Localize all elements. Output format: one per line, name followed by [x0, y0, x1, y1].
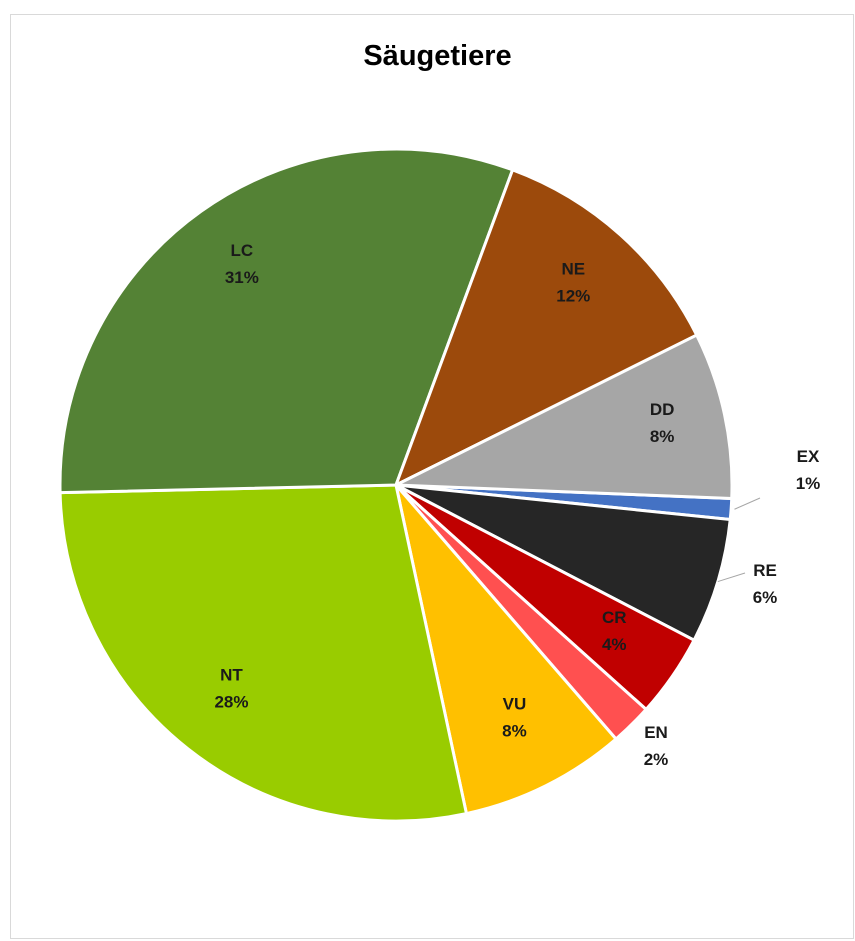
slice-category-label: RE	[753, 561, 777, 580]
slice-labels: EX 1% RE 6% CR 4% EN 2% VU 8% NT 28% LC 31% NE 12% DD 8%	[214, 241, 820, 769]
pie-slice-lc	[58, 147, 515, 495]
chart-title: Säugetiere	[363, 40, 512, 72]
slice-category-label: VU	[503, 695, 527, 714]
pie-slice-ne	[394, 168, 699, 487]
slice-category-label: NT	[220, 665, 243, 684]
slice-percent-label: 6%	[753, 588, 778, 607]
slice-percent-label: 28%	[214, 692, 248, 711]
pie-slice-vu	[394, 483, 618, 816]
slice-percent-label: 8%	[502, 722, 527, 741]
slice-category-label: EX	[797, 447, 820, 466]
slice-percent-label: 2%	[644, 750, 669, 769]
slice-category-label: DD	[650, 400, 675, 419]
slice-percent-label: 31%	[225, 268, 259, 287]
slice-category-label: NE	[561, 259, 585, 278]
leader-line-ex	[734, 497, 761, 510]
pie-slice-re	[394, 483, 732, 642]
leader-line-re	[717, 572, 746, 583]
pie-slice-nt	[58, 483, 468, 823]
slice-category-label: EN	[644, 723, 668, 742]
pie-slices	[58, 147, 734, 823]
slice-percent-label: 12%	[556, 286, 590, 305]
slice-percent-label: 1%	[796, 474, 821, 493]
slice-category-label: CR	[602, 608, 627, 627]
slice-percent-label: 4%	[602, 635, 627, 654]
slice-percent-label: 8%	[650, 427, 675, 446]
slice-category-label: LC	[231, 241, 254, 260]
leader-lines	[717, 497, 761, 583]
pie-slice-dd	[394, 333, 734, 500]
